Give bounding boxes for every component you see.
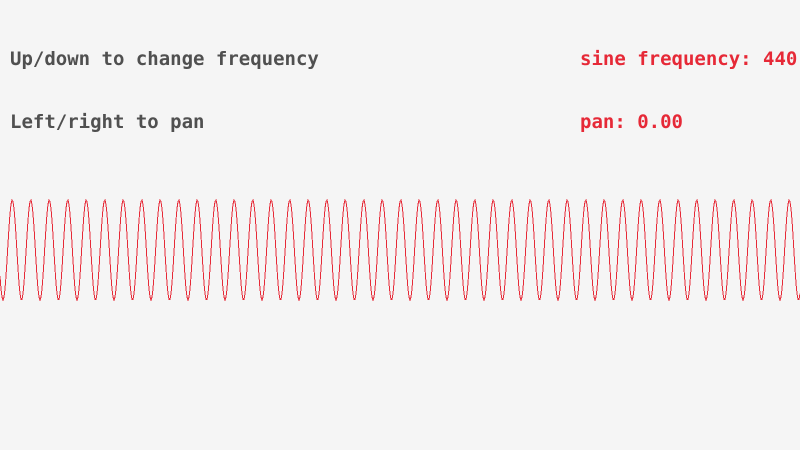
hint-frequency-line: Up/down to change frequency [10, 48, 319, 70]
status-pan-line: pan: 0.00 [580, 111, 683, 133]
status-frequency-line: sine frequency: 440 [580, 48, 798, 70]
status-text-block: sine frequency: 440 pan: 0.00 [580, 7, 797, 175]
hint-pan-line: Left/right to pan [10, 111, 205, 133]
sine-wave [0, 199, 800, 302]
hint-text-block: Up/down to change frequency Left/right t… [10, 7, 319, 175]
